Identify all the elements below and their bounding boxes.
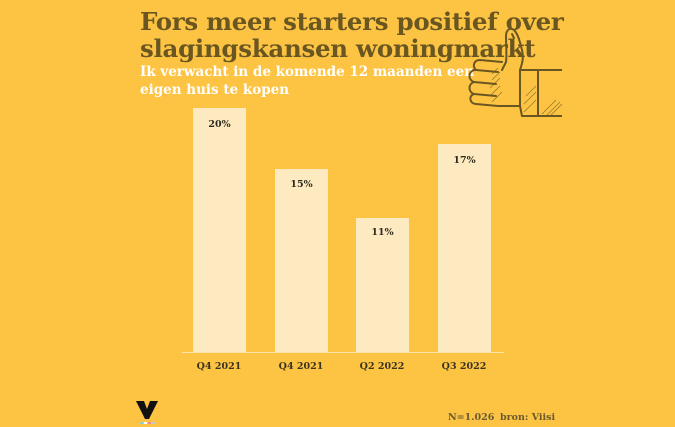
bar-value-label: 20% — [208, 119, 231, 130]
chart-subtitle-line1: Ik verwacht in de komende 12 maanden een — [140, 64, 475, 80]
bar-q3-2022 — [438, 144, 491, 352]
bar-q4-2021-a — [193, 108, 246, 352]
chart-title-line2: slagingskansen woningmarkt — [140, 34, 536, 63]
viisi-v-logo — [136, 401, 158, 424]
chart-title: Fors meer starters positief over slaging… — [140, 8, 564, 62]
sample-size: N=1.026 — [448, 412, 495, 423]
chart-subtitle-line2: eigen huis te kopen — [140, 82, 290, 98]
chart-title-line1: Fors meer starters positief over — [140, 7, 564, 36]
x-axis-line — [182, 352, 504, 353]
x-axis-label: Q3 2022 — [441, 361, 487, 372]
bar-value-label: 17% — [453, 155, 476, 166]
chart-subtitle: Ik verwacht in de komende 12 maanden een… — [140, 63, 474, 99]
bar-q2-2022 — [356, 218, 409, 352]
source-note: bron: Viisi — [500, 412, 556, 423]
thumbs-up-icon — [468, 27, 562, 117]
bar-value-label: 11% — [371, 227, 394, 238]
bar-value-label: 15% — [290, 179, 313, 190]
x-axis-label: Q4 2021 — [196, 361, 242, 372]
x-axis-label: Q4 2021 — [278, 361, 324, 372]
x-axis-label: Q2 2022 — [359, 361, 405, 372]
bar-q4-2021-b — [275, 169, 328, 352]
